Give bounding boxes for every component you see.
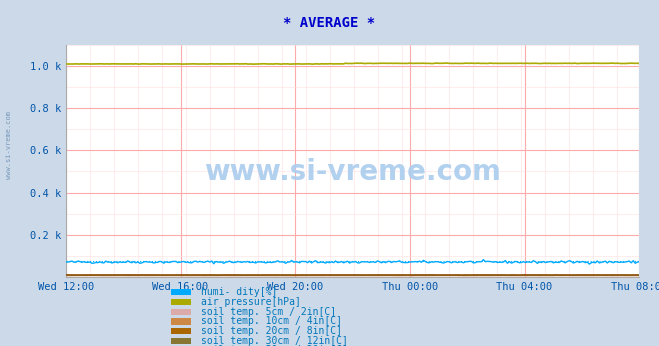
Text: soil temp. 5cm / 2in[C]: soil temp. 5cm / 2in[C]	[201, 307, 336, 317]
Text: www.si-vreme.com: www.si-vreme.com	[204, 158, 501, 186]
Text: soil temp. 30cm / 12in[C]: soil temp. 30cm / 12in[C]	[201, 336, 348, 346]
Text: soil temp. 10cm / 4in[C]: soil temp. 10cm / 4in[C]	[201, 317, 342, 326]
Text: soil temp. 20cm / 8in[C]: soil temp. 20cm / 8in[C]	[201, 326, 342, 336]
Text: humi- dity[%]: humi- dity[%]	[201, 288, 277, 297]
Text: www.si-vreme.com: www.si-vreme.com	[5, 111, 12, 179]
Text: * AVERAGE *: * AVERAGE *	[283, 16, 376, 29]
Text: air pressure[hPa]: air pressure[hPa]	[201, 297, 301, 307]
